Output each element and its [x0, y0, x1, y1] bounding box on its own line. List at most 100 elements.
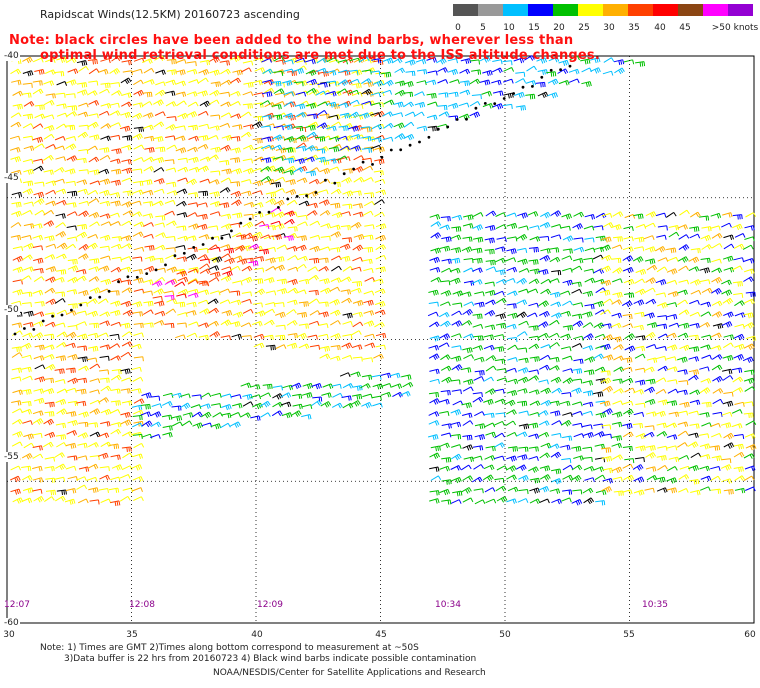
wind-barb: [526, 312, 538, 318]
wind-barb: [34, 143, 45, 149]
wind-barb: [186, 332, 198, 338]
wind-barb: [32, 289, 44, 296]
wind-barb: [339, 112, 350, 119]
wind-barb: [151, 280, 163, 287]
wind-barb: [270, 220, 282, 226]
wind-barb: [67, 265, 79, 272]
wind-barb: [712, 398, 724, 405]
wind-barb: [363, 320, 375, 327]
legend-label: 45: [679, 23, 691, 33]
wind-barb: [286, 70, 297, 77]
wind-barb: [164, 279, 176, 286]
wind-barb: [273, 199, 285, 207]
wind-barb: [154, 244, 166, 251]
wind-barb: [375, 266, 386, 273]
wind-barb: [320, 401, 332, 408]
contamination-marker: [41, 319, 45, 323]
wind-barb: [721, 478, 733, 484]
wind-barb: [274, 188, 286, 193]
wind-barb: [364, 224, 375, 230]
wind-barb: [350, 221, 362, 229]
wind-barb: [55, 253, 67, 260]
wind-barb: [64, 498, 76, 505]
wind-barb: [176, 293, 187, 299]
wind-barb: [473, 356, 485, 363]
wind-barb: [155, 215, 166, 221]
wind-barb: [514, 91, 525, 99]
wind-barb: [185, 310, 197, 316]
wind-barb: [711, 232, 723, 239]
wind-barb: [45, 243, 57, 249]
wind-barb: [33, 397, 45, 404]
wind-barb: [483, 344, 495, 351]
wind-barb: [353, 234, 365, 241]
wind-barb: [143, 156, 155, 163]
wind-barb: [141, 420, 153, 428]
wind-barb: [43, 125, 55, 132]
wind-barb: [330, 333, 341, 340]
wind-barb: [451, 214, 463, 221]
wind-barb: [688, 410, 699, 416]
wind-barb: [602, 334, 614, 341]
wind-barb: [721, 279, 732, 286]
wind-barb: [700, 344, 711, 350]
wind-barb: [600, 343, 611, 350]
wind-barb: [427, 434, 439, 441]
wind-barb: [472, 313, 483, 320]
wind-barb: [504, 278, 516, 283]
wind-barb: [186, 91, 198, 97]
wind-barb: [539, 364, 550, 371]
wind-barb: [336, 155, 348, 161]
wind-barb: [187, 124, 198, 131]
wind-barb: [743, 377, 755, 384]
wind-barb: [507, 337, 518, 343]
wind-barb: [56, 269, 67, 275]
wind-barb: [383, 122, 394, 129]
wind-barb: [141, 433, 153, 439]
wind-barb: [330, 121, 342, 127]
wind-barb: [341, 297, 352, 304]
wind-barb: [690, 248, 701, 254]
wind-barb: [528, 335, 539, 341]
wind-barb: [221, 393, 232, 399]
wind-barb: [100, 408, 112, 416]
contamination-marker: [408, 143, 412, 147]
wind-barb: [710, 225, 721, 231]
wind-barb: [67, 377, 79, 385]
wind-barb: [198, 234, 210, 240]
wind-barb: [495, 358, 506, 364]
wind-barb: [451, 389, 462, 395]
wind-barb: [550, 451, 562, 459]
wind-barb: [613, 388, 624, 394]
wind-barb: [11, 352, 23, 358]
wind-barb: [55, 355, 67, 362]
wind-barb: [45, 489, 56, 496]
wind-barb: [9, 147, 21, 153]
wind-barb: [439, 398, 450, 405]
wind-barb: [613, 344, 624, 350]
wind-barb: [142, 309, 154, 315]
wind-barb: [179, 402, 191, 410]
wind-barb: [352, 166, 364, 173]
wind-barb: [339, 372, 351, 377]
wind-barb: [657, 333, 669, 339]
wind-barb: [517, 212, 528, 219]
wind-barb: [644, 222, 656, 228]
wind-barb: [208, 320, 219, 327]
wind-barb: [161, 400, 173, 407]
wind-barb: [120, 111, 131, 119]
wind-barb: [462, 308, 473, 316]
wind-barb: [471, 94, 482, 100]
wind-barb: [121, 341, 133, 347]
wind-barb: [34, 104, 45, 110]
legend-label: 35: [628, 23, 640, 33]
wind-barb: [450, 465, 462, 471]
wind-barb: [496, 237, 507, 243]
wind-barb: [208, 154, 219, 161]
wind-barb: [656, 430, 668, 437]
wind-barb: [296, 177, 308, 184]
wind-barb: [375, 244, 387, 251]
wind-barb: [474, 370, 485, 376]
wind-barb: [375, 332, 387, 339]
wind-barb: [67, 354, 78, 361]
